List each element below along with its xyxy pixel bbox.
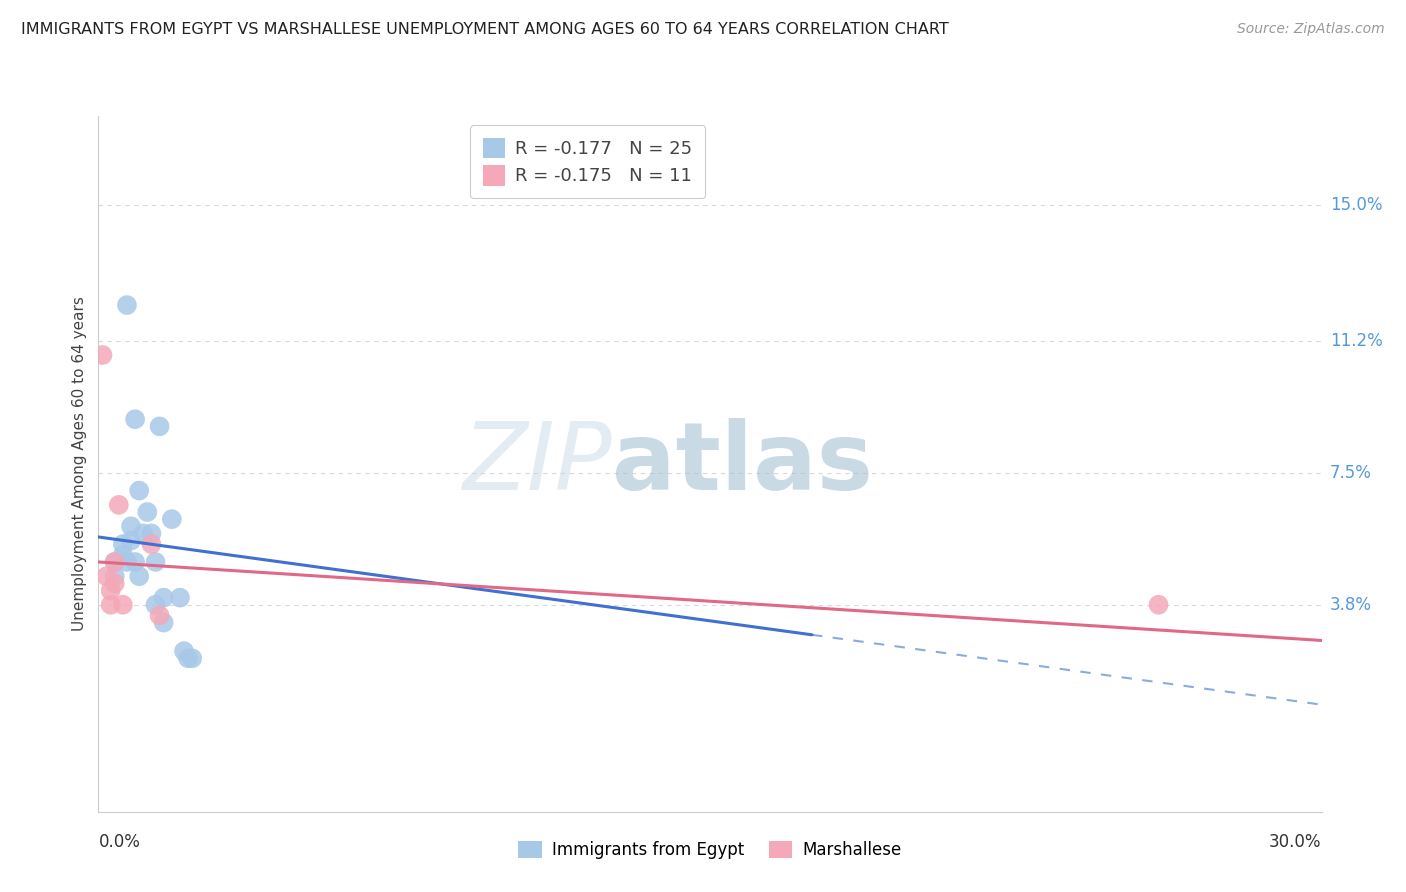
Point: [128, 483, 150, 498]
Point: [141, 526, 163, 541]
Text: Source: ZipAtlas.com: Source: ZipAtlas.com: [1237, 22, 1385, 37]
Point: [145, 598, 167, 612]
Point: [132, 526, 155, 541]
Point: [120, 533, 142, 548]
Point: [149, 419, 172, 434]
Text: 30.0%: 30.0%: [1270, 833, 1322, 851]
Point: [91, 348, 114, 362]
Point: [111, 598, 134, 612]
Point: [120, 519, 142, 533]
Point: [108, 498, 131, 512]
Legend: Immigrants from Egypt, Marshallese: Immigrants from Egypt, Marshallese: [512, 835, 908, 866]
Point: [145, 555, 167, 569]
Point: [152, 591, 174, 605]
Point: [115, 555, 138, 569]
Point: [1147, 598, 1170, 612]
Point: [100, 598, 122, 612]
Point: [104, 555, 127, 569]
Point: [136, 505, 159, 519]
Point: [160, 512, 183, 526]
Point: [141, 537, 163, 551]
Text: IMMIGRANTS FROM EGYPT VS MARSHALLESE UNEMPLOYMENT AMONG AGES 60 TO 64 YEARS CORR: IMMIGRANTS FROM EGYPT VS MARSHALLESE UNE…: [21, 22, 949, 37]
Text: 11.2%: 11.2%: [1330, 332, 1382, 350]
Point: [124, 412, 146, 426]
Point: [100, 583, 122, 598]
Point: [104, 555, 127, 569]
Point: [104, 569, 127, 583]
Point: [128, 569, 150, 583]
Y-axis label: Unemployment Among Ages 60 to 64 years: Unemployment Among Ages 60 to 64 years: [72, 296, 87, 632]
Point: [181, 651, 204, 665]
Point: [111, 548, 134, 562]
Text: atlas: atlas: [612, 417, 873, 510]
Point: [152, 615, 174, 630]
Point: [149, 608, 172, 623]
Point: [173, 644, 195, 658]
Point: [111, 537, 134, 551]
Text: 7.5%: 7.5%: [1330, 464, 1372, 482]
Point: [115, 298, 138, 312]
Text: 3.8%: 3.8%: [1330, 596, 1372, 614]
Point: [104, 576, 127, 591]
Text: 15.0%: 15.0%: [1330, 196, 1382, 214]
Point: [177, 651, 200, 665]
Point: [96, 569, 118, 583]
Point: [169, 591, 191, 605]
Point: [124, 555, 146, 569]
Text: ZIP: ZIP: [463, 418, 612, 509]
Text: 0.0%: 0.0%: [98, 833, 141, 851]
